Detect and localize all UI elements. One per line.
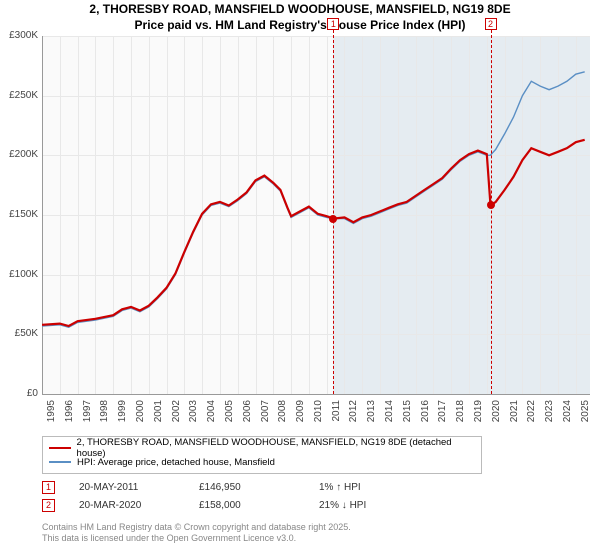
title-line-1: 2, THORESBY ROAD, MANSFIELD WOODHOUSE, M… xyxy=(0,2,600,18)
xtick-label: 2004 xyxy=(206,400,217,430)
xtick-label: 1998 xyxy=(99,400,110,430)
marker-dot-2 xyxy=(487,201,495,209)
xtick-label: 2005 xyxy=(224,400,235,430)
series-property xyxy=(42,140,585,326)
xtick-label: 1996 xyxy=(64,400,75,430)
xtick-label: 2019 xyxy=(473,400,484,430)
xtick-label: 1999 xyxy=(117,400,128,430)
line-layer xyxy=(42,36,590,394)
x-axis xyxy=(42,394,590,395)
xtick-label: 2021 xyxy=(509,400,520,430)
ytick-label: £150K xyxy=(2,209,38,220)
legend: 2, THORESBY ROAD, MANSFIELD WOODHOUSE, M… xyxy=(42,436,482,474)
footer-attribution: Contains HM Land Registry data © Crown c… xyxy=(42,522,351,544)
xtick-label: 2012 xyxy=(348,400,359,430)
xtick-label: 2023 xyxy=(544,400,555,430)
ytick-label: £100K xyxy=(2,269,38,280)
ytick-label: £50K xyxy=(2,328,38,339)
transaction-row-2: 2 20-MAR-2020£158,00021% ↓ HPI xyxy=(42,496,399,514)
xtick-label: 2006 xyxy=(242,400,253,430)
legend-swatch xyxy=(49,461,71,464)
marker-box-2: 2 xyxy=(485,18,497,30)
xtick-label: 2024 xyxy=(562,400,573,430)
xtick-label: 2018 xyxy=(455,400,466,430)
xtick-label: 2016 xyxy=(420,400,431,430)
transaction-hpi: 1% ↑ HPI xyxy=(319,482,399,493)
legend-label: HPI: Average price, detached house, Mans… xyxy=(77,457,275,468)
xtick-label: 2013 xyxy=(366,400,377,430)
xtick-label: 2020 xyxy=(491,400,502,430)
legend-property: 2, THORESBY ROAD, MANSFIELD WOODHOUSE, M… xyxy=(49,441,475,455)
marker-line-2 xyxy=(491,30,492,394)
chart-container: 2, THORESBY ROAD, MANSFIELD WOODHOUSE, M… xyxy=(0,0,600,560)
xtick-label: 2002 xyxy=(171,400,182,430)
transaction-date: 20-MAY-2011 xyxy=(79,482,199,493)
xtick-label: 2011 xyxy=(331,400,342,430)
xtick-label: 2003 xyxy=(188,400,199,430)
transactions-table: 1 20-MAY-2011£146,9501% ↑ HPI 2 20-MAR-2020… xyxy=(42,478,399,514)
xtick-label: 1997 xyxy=(82,400,93,430)
xtick-label: 2010 xyxy=(313,400,324,430)
xtick-label: 2014 xyxy=(384,400,395,430)
xtick-label: 2009 xyxy=(295,400,306,430)
xtick-label: 2007 xyxy=(260,400,271,430)
ytick-label: £250K xyxy=(2,90,38,101)
xtick-label: 1995 xyxy=(46,400,57,430)
transaction-marker-2: 2 xyxy=(42,499,55,512)
xtick-label: 2015 xyxy=(402,400,413,430)
footer-line-2: This data is licensed under the Open Gov… xyxy=(42,533,351,544)
ytick-label: £0 xyxy=(2,388,38,399)
transaction-date: 20-MAR-2020 xyxy=(79,500,199,511)
plot-area: £0£50K£100K£150K£200K£250K£300K199519961… xyxy=(42,36,590,394)
xtick-label: 2001 xyxy=(153,400,164,430)
xtick-label: 2017 xyxy=(437,400,448,430)
xtick-label: 2025 xyxy=(580,400,591,430)
footer-line-1: Contains HM Land Registry data © Crown c… xyxy=(42,522,351,533)
ytick-label: £200K xyxy=(2,149,38,160)
marker-line-1 xyxy=(333,30,334,394)
chart-title: 2, THORESBY ROAD, MANSFIELD WOODHOUSE, M… xyxy=(0,0,600,33)
title-line-2: Price paid vs. HM Land Registry's House … xyxy=(0,18,600,34)
series-hpi xyxy=(42,72,585,327)
ytick-label: £300K xyxy=(2,30,38,41)
marker-box-1: 1 xyxy=(327,18,339,30)
transaction-price: £158,000 xyxy=(199,500,319,511)
transaction-row-1: 1 20-MAY-2011£146,9501% ↑ HPI xyxy=(42,478,399,496)
xtick-label: 2008 xyxy=(277,400,288,430)
legend-swatch xyxy=(49,447,71,450)
transaction-price: £146,950 xyxy=(199,482,319,493)
xtick-label: 2000 xyxy=(135,400,146,430)
transaction-hpi: 21% ↓ HPI xyxy=(319,500,399,511)
transaction-marker-1: 1 xyxy=(42,481,55,494)
xtick-label: 2022 xyxy=(526,400,537,430)
